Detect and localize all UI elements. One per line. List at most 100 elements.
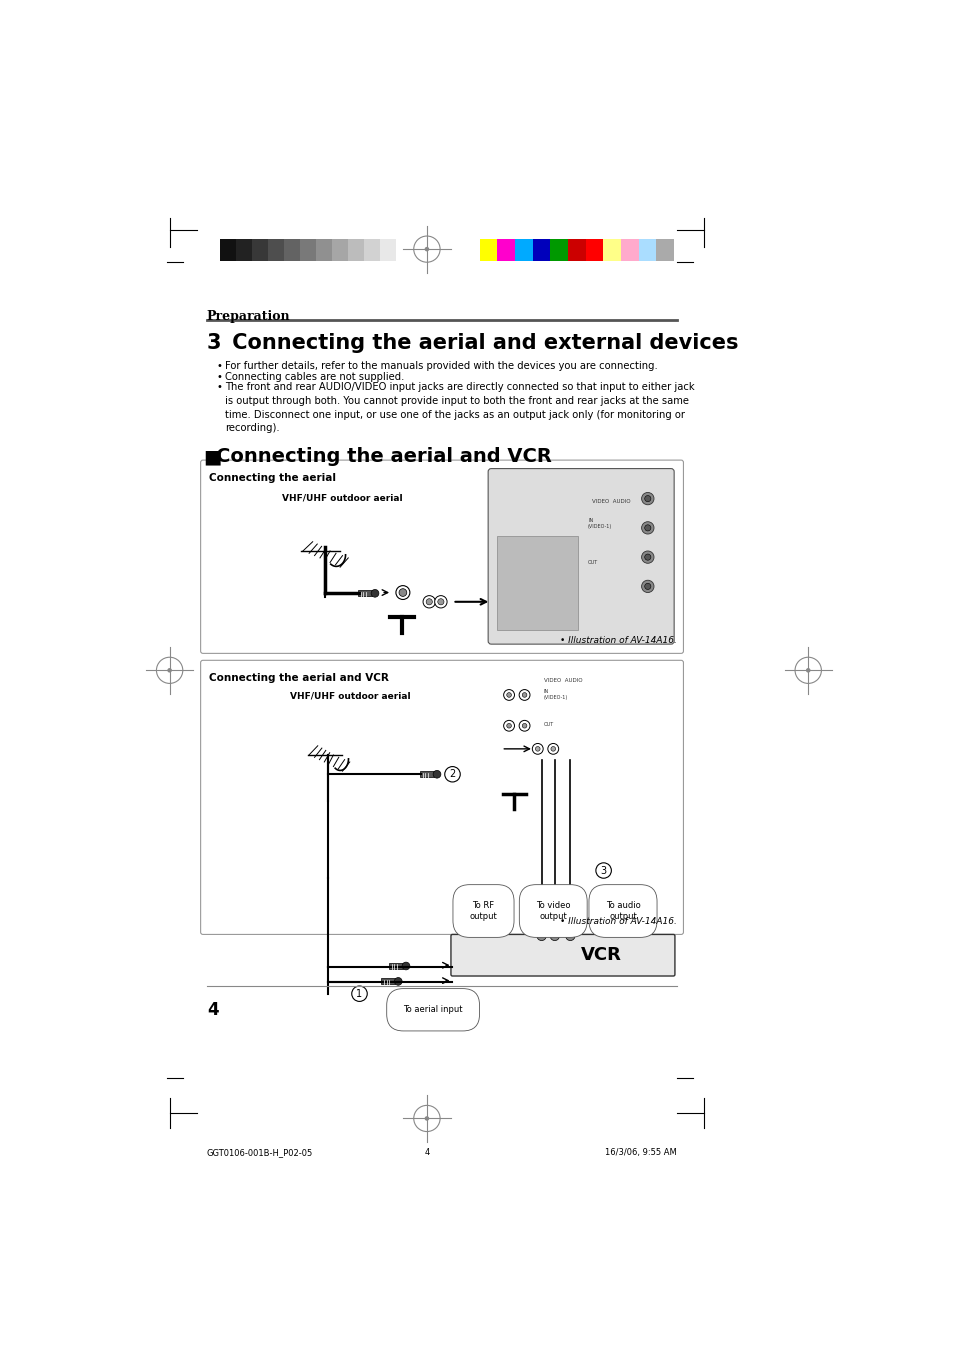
Bar: [357, 590, 372, 596]
Circle shape: [644, 524, 650, 531]
Text: 1: 1: [356, 989, 362, 998]
Circle shape: [352, 986, 367, 1001]
FancyBboxPatch shape: [200, 461, 682, 654]
Text: To RF
output: To RF output: [469, 901, 497, 921]
Circle shape: [437, 598, 443, 605]
Circle shape: [644, 554, 650, 561]
Bar: [656, 239, 674, 261]
Text: For further details, refer to the manuals provided with the devices you are conn: For further details, refer to the manual…: [225, 361, 658, 370]
Bar: [332, 239, 348, 261]
Text: OUT: OUT: [543, 721, 554, 727]
Text: Connecting the aerial and VCR: Connecting the aerial and VCR: [216, 447, 552, 466]
Text: 16/3/06, 9:55 AM: 16/3/06, 9:55 AM: [605, 1148, 677, 1156]
Circle shape: [168, 669, 171, 671]
Circle shape: [545, 916, 553, 924]
Circle shape: [641, 521, 654, 534]
Circle shape: [398, 589, 406, 596]
Text: ■: ■: [203, 447, 221, 466]
FancyBboxPatch shape: [200, 661, 682, 935]
Bar: [479, 239, 497, 261]
Text: OUT: OUT: [587, 561, 598, 565]
Text: IN
(VIDEO-1): IN (VIDEO-1): [543, 689, 568, 700]
Text: •: •: [216, 382, 222, 392]
Circle shape: [596, 863, 611, 878]
Circle shape: [574, 916, 581, 924]
Circle shape: [565, 931, 575, 940]
Circle shape: [394, 978, 402, 985]
Text: • Illustration of AV-14A16.: • Illustration of AV-14A16.: [559, 917, 677, 925]
Text: Preparation: Preparation: [207, 309, 290, 323]
Text: Connecting the aerial and VCR: Connecting the aerial and VCR: [209, 673, 389, 684]
Circle shape: [806, 669, 809, 671]
Circle shape: [503, 720, 514, 731]
Bar: [395, 239, 412, 261]
Text: 3: 3: [207, 334, 221, 353]
Text: VCR: VCR: [580, 946, 621, 965]
Circle shape: [547, 743, 558, 754]
Text: The front and rear AUDIO/VIDEO input jacks are directly connected so that input : The front and rear AUDIO/VIDEO input jac…: [225, 382, 695, 434]
Text: 4: 4: [424, 1148, 429, 1156]
Bar: [284, 239, 300, 261]
Circle shape: [550, 931, 558, 940]
Circle shape: [518, 720, 530, 731]
Text: 3: 3: [600, 866, 606, 875]
Bar: [252, 239, 268, 261]
Circle shape: [641, 580, 654, 593]
Circle shape: [644, 496, 650, 501]
Circle shape: [518, 689, 530, 700]
Bar: [515, 239, 532, 261]
Circle shape: [395, 585, 410, 600]
Circle shape: [506, 693, 511, 697]
Bar: [379, 239, 395, 261]
Circle shape: [644, 584, 650, 589]
FancyBboxPatch shape: [451, 935, 674, 975]
Text: Connecting the aerial and external devices: Connecting the aerial and external devic…: [224, 334, 738, 353]
Circle shape: [521, 693, 526, 697]
Circle shape: [371, 589, 378, 597]
Text: IN
(VIDEO-1): IN (VIDEO-1): [587, 517, 612, 528]
Bar: [268, 239, 284, 261]
Bar: [567, 239, 585, 261]
FancyBboxPatch shape: [488, 469, 674, 644]
Bar: [348, 239, 364, 261]
Circle shape: [402, 962, 410, 970]
Bar: [603, 239, 620, 261]
Bar: [381, 978, 395, 985]
Text: VIDEO  AUDIO: VIDEO AUDIO: [543, 678, 582, 684]
Circle shape: [425, 247, 428, 251]
Bar: [389, 963, 402, 969]
Circle shape: [422, 596, 435, 608]
Bar: [550, 239, 567, 261]
Text: 2: 2: [449, 769, 456, 780]
Circle shape: [641, 493, 654, 505]
Text: • Illustration of AV-14A16.: • Illustration of AV-14A16.: [559, 636, 677, 644]
Text: Connecting the aerial: Connecting the aerial: [209, 473, 335, 484]
Text: To aerial input: To aerial input: [403, 1005, 462, 1015]
Circle shape: [521, 723, 526, 728]
Bar: [315, 239, 332, 261]
Circle shape: [426, 598, 432, 605]
Text: VHF/UHF outdoor aerial: VHF/UHF outdoor aerial: [282, 493, 402, 503]
Bar: [497, 536, 578, 630]
Text: GGT0106-001B-H_P02-05: GGT0106-001B-H_P02-05: [207, 1148, 313, 1156]
Text: •: •: [216, 361, 222, 370]
Bar: [300, 239, 315, 261]
Bar: [620, 239, 639, 261]
Circle shape: [641, 551, 654, 563]
Circle shape: [550, 747, 555, 751]
Bar: [532, 239, 550, 261]
Text: •: •: [216, 372, 222, 381]
Bar: [497, 239, 515, 261]
Text: Connecting cables are not supplied.: Connecting cables are not supplied.: [225, 372, 404, 381]
Circle shape: [503, 689, 514, 700]
Circle shape: [532, 743, 542, 754]
Circle shape: [558, 916, 566, 924]
Bar: [235, 239, 252, 261]
Circle shape: [425, 1117, 428, 1120]
Bar: [364, 239, 379, 261]
Bar: [560, 917, 575, 923]
Text: VHF/UHF outdoor aerial: VHF/UHF outdoor aerial: [290, 692, 410, 701]
Bar: [585, 239, 603, 261]
Bar: [532, 917, 546, 923]
Circle shape: [435, 596, 447, 608]
